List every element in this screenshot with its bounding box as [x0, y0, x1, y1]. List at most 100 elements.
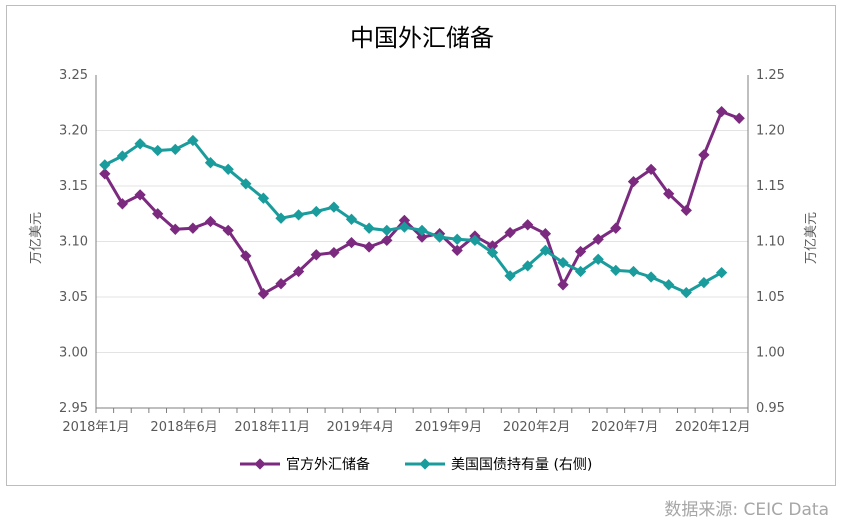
series-2-point [381, 224, 393, 237]
series-1-point [627, 175, 640, 188]
series-1-point [398, 214, 411, 227]
series-line-2 [104, 139, 723, 295]
legend: 官方外汇储备 美国国债持有量 (右侧) [240, 456, 592, 473]
legend-marker-1 [254, 458, 266, 470]
left-tick-label: 2.95 [59, 401, 88, 416]
series-2-point [328, 201, 340, 213]
legend-label-1: 官方外汇储备 [286, 456, 370, 473]
left-tick-label: 3.05 [59, 290, 88, 305]
series-2-point [715, 266, 728, 279]
series-2-point [187, 134, 199, 147]
series-1-point [557, 279, 569, 291]
series-1-point [328, 246, 340, 259]
left-tick-label: 3.25 [59, 68, 88, 83]
x-tick-label: 2020年2月 [503, 420, 570, 435]
series-1-point [574, 245, 587, 258]
series-2-point [451, 233, 463, 245]
series-2-point [663, 279, 675, 291]
series-2-point [134, 138, 146, 150]
series-2-point [557, 256, 569, 269]
series-2-point [240, 178, 252, 190]
right-tick-label: 1.15 [756, 179, 785, 194]
series-2-point [433, 231, 446, 243]
series-1-point [715, 105, 728, 118]
left-tick-label: 3.20 [59, 124, 88, 139]
chart-title: 中国外汇储备 [350, 24, 494, 52]
series-1-point [169, 223, 181, 235]
line-chart: 中国外汇储备 3.25 3.20 3.15 3.10 3.05 3.00 2.95 1.25… [29, 24, 819, 473]
series-2-point [398, 221, 411, 233]
x-tick-label: 2020年7月 [591, 420, 658, 435]
series-1-point [663, 188, 675, 200]
series-1-point [345, 236, 358, 249]
series-layer [99, 105, 745, 300]
series-2-point [574, 265, 587, 278]
series-1-point [204, 215, 217, 228]
series-2-point [345, 213, 358, 225]
series-1-point [240, 250, 252, 262]
right-tick-label: 1.00 [756, 346, 785, 361]
series-2-point [680, 286, 692, 299]
series-1-point [733, 112, 745, 124]
series-1-point [504, 226, 516, 239]
series-2-point [363, 222, 375, 234]
series-1-point [645, 163, 657, 176]
series-1-point [381, 234, 393, 247]
series-2-point [645, 271, 657, 283]
series-2-point [539, 244, 552, 257]
right-axis-ticks: 1.25 1.20 1.15 1.10 1.05 1.00 0.95 [756, 68, 785, 416]
series-2-point [99, 159, 111, 171]
x-tick-label: 2019年4月 [327, 420, 394, 435]
series-1-point [275, 278, 287, 290]
series-2-point [610, 264, 622, 277]
series-1-point [486, 240, 499, 252]
series-2-point [257, 192, 270, 204]
x-axis-ticks: 2018年1月 2018年6月 2018年11月 2019年4月 2019年9月 2020… [62, 408, 751, 435]
series-2-point [222, 163, 234, 175]
axes [95, 75, 749, 409]
right-tick-label: 1.20 [756, 124, 785, 139]
series-1-point [451, 244, 463, 257]
x-tick-label: 2018年6月 [150, 420, 217, 435]
series-1-point [416, 231, 428, 243]
series-2-point [504, 270, 516, 282]
series-1-point [187, 222, 199, 234]
left-axis-title: 万亿美元 [29, 212, 44, 264]
series-2-point [169, 143, 181, 156]
left-tick-label: 3.00 [59, 346, 88, 361]
series-1-point [222, 224, 234, 237]
series-2-point [522, 260, 534, 272]
right-tick-label: 1.25 [756, 68, 785, 83]
series-2-point [469, 234, 481, 247]
series-2-point [275, 212, 287, 224]
series-1-point [310, 249, 322, 261]
series-1-point [592, 233, 604, 245]
series-2-point [310, 205, 322, 218]
left-tick-label: 3.10 [59, 235, 88, 250]
series-1-point [257, 288, 270, 300]
series-1-point [152, 208, 164, 220]
series-2-point [486, 246, 499, 259]
right-tick-label: 1.05 [756, 290, 785, 305]
legend-label-2: 美国国债持有量 (右侧) [451, 457, 592, 473]
series-line-1 [103, 110, 740, 296]
series-2-point [416, 224, 428, 237]
series-1-point [539, 228, 552, 240]
series-2-point [152, 144, 164, 157]
series-2-point [292, 209, 305, 221]
series-1-point [292, 265, 305, 278]
data-source: 数据来源: CEIC Data [664, 500, 829, 520]
right-tick-label: 0.95 [756, 401, 785, 416]
series-1-point [522, 219, 534, 231]
series-2-point [627, 265, 640, 278]
series-1-point [698, 149, 710, 161]
left-tick-label: 3.15 [59, 179, 88, 194]
series-1-point [134, 189, 146, 201]
series-2-point [204, 157, 217, 169]
right-tick-label: 1.10 [756, 235, 785, 250]
right-axis-title: 万亿美元 [804, 212, 819, 264]
series-1-point [680, 204, 692, 217]
x-tick-label: 2018年1月 [62, 420, 129, 435]
x-tick-label: 2020年12月 [675, 420, 751, 435]
series-1-point [363, 241, 375, 253]
